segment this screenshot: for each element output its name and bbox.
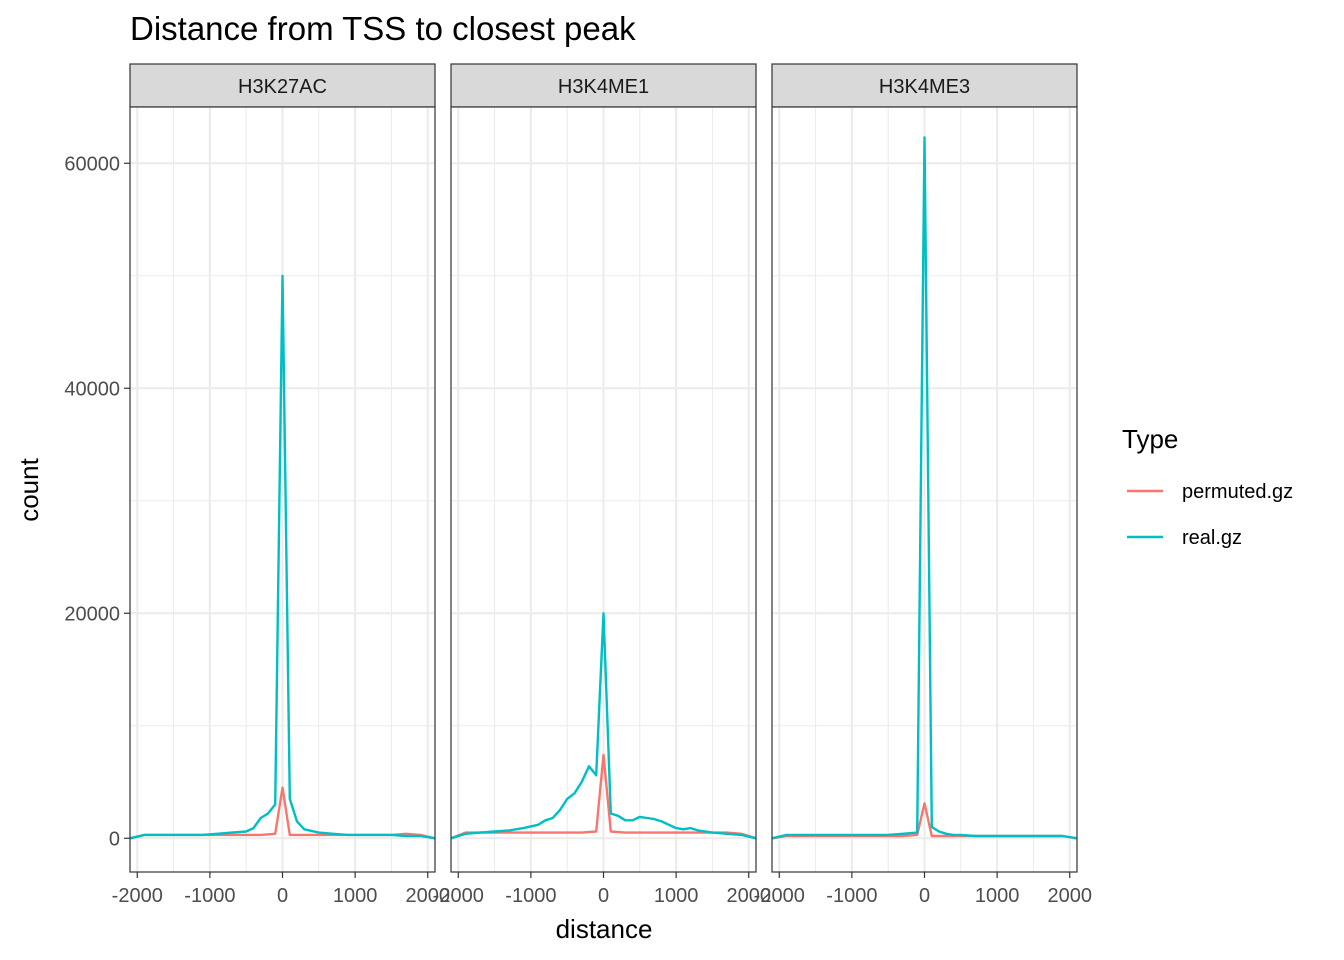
- y-tick-label: 60000: [64, 153, 120, 175]
- x-tick-label: -1000: [184, 885, 235, 907]
- facet-strip-label: H3K4ME3: [879, 76, 970, 98]
- x-tick-label: -2000: [754, 885, 805, 907]
- y-axis-label: count: [14, 457, 44, 521]
- facet-panel-h3k4me3: H3K4ME3 -2000 -1000 0 1000 2000: [754, 63, 1092, 907]
- x-tick-label: 1000: [333, 885, 378, 907]
- x-tick-label: 0: [277, 885, 288, 907]
- legend-label: permuted.gz: [1182, 481, 1293, 503]
- facet-strip-label: H3K4ME1: [558, 76, 649, 98]
- x-tick-label: -1000: [826, 885, 877, 907]
- x-tick-label: 0: [919, 885, 930, 907]
- facet-panels: H3K27AC -2000 -1000 0 1000 2000 H3K4ME1 -2000 -1…: [112, 63, 1092, 907]
- legend: Type permuted.gz real.gz: [1122, 424, 1293, 549]
- legend-title: Type: [1122, 424, 1178, 454]
- facet-strip: [129, 63, 436, 108]
- chart-title: Distance from TSS to closest peak: [130, 10, 636, 47]
- y-tick-label: 0: [109, 828, 120, 850]
- x-tick-label: 0: [598, 885, 609, 907]
- series-line-permuted-gz: [450, 753, 757, 840]
- series-line-real-gz: [450, 612, 757, 840]
- facet-strip-label: H3K27AC: [238, 76, 327, 98]
- facet-strip: [771, 63, 1078, 108]
- x-tick-label: 2000: [405, 885, 450, 907]
- x-tick-label: 1000: [975, 885, 1020, 907]
- legend-label: real.gz: [1182, 527, 1242, 549]
- x-tick-label: -2000: [112, 885, 163, 907]
- facet-panel-h3k4me1: H3K4ME1 -2000 -1000 0 1000 2000: [433, 63, 771, 907]
- x-axis-label: distance: [556, 914, 653, 944]
- series-line-real-gz: [129, 274, 436, 840]
- x-tick-label: 2000: [1047, 885, 1092, 907]
- facet-strip: [450, 63, 757, 108]
- x-tick-label: 2000: [726, 885, 771, 907]
- legend-entry: real.gz: [1127, 527, 1242, 549]
- x-tick-label: -2000: [433, 885, 484, 907]
- y-tick-label: 20000: [64, 603, 120, 625]
- y-axis-ticks: 0 20000 40000 60000: [64, 153, 130, 850]
- series-line-real-gz: [771, 136, 1078, 840]
- x-tick-label: -1000: [505, 885, 556, 907]
- facet-panel-h3k27ac: H3K27AC -2000 -1000 0 1000 2000: [112, 63, 450, 907]
- y-tick-label: 40000: [64, 378, 120, 400]
- legend-entry: permuted.gz: [1127, 481, 1293, 503]
- x-tick-label: 1000: [654, 885, 699, 907]
